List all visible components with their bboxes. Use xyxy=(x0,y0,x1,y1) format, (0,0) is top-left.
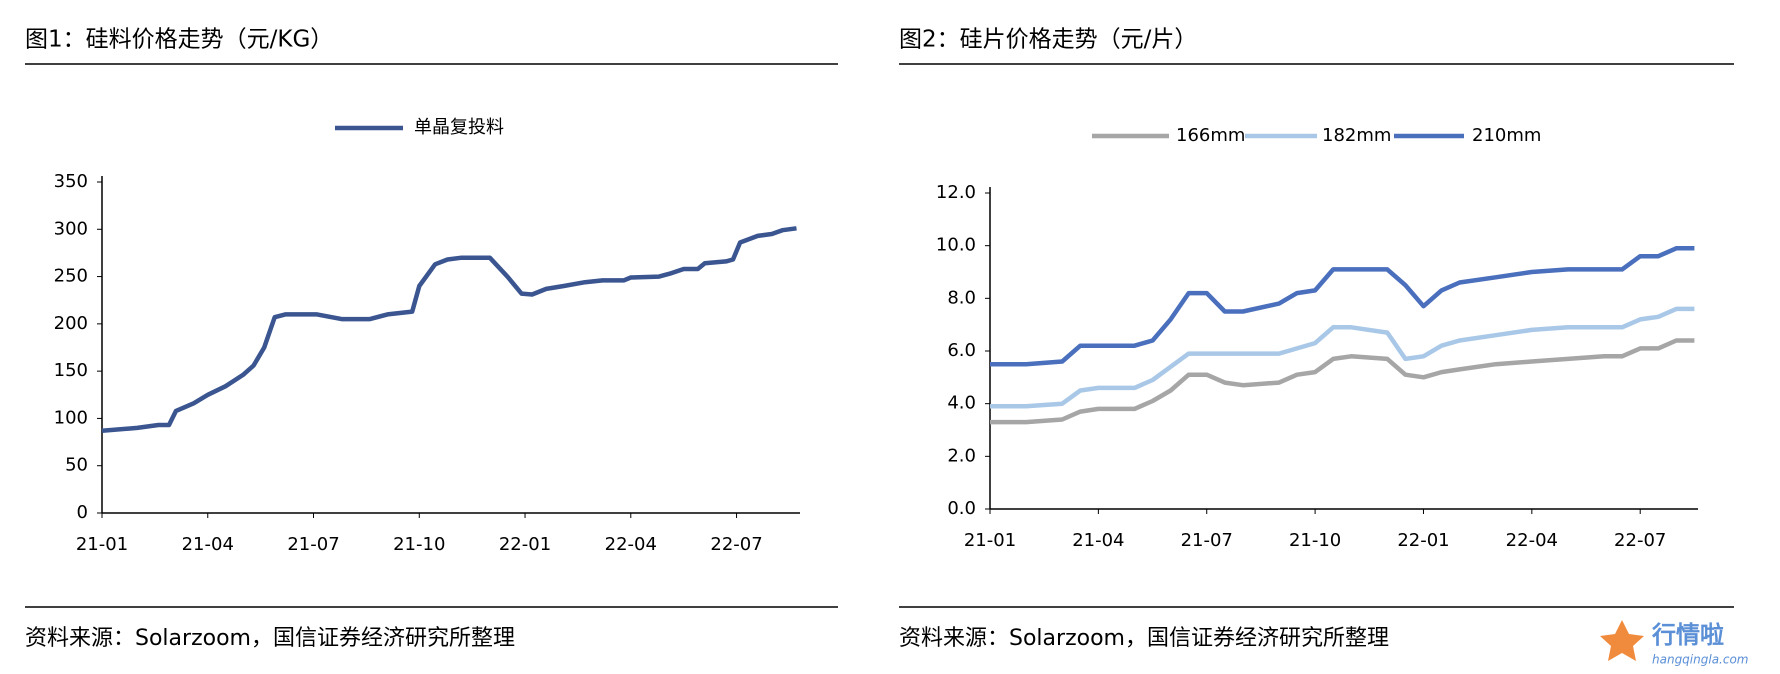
legend-label: 166mm xyxy=(1176,125,1245,146)
y-tick-label: 350 xyxy=(54,171,88,192)
watermark-logo xyxy=(1600,620,1644,661)
watermark-url: hangqingla.com xyxy=(1652,653,1749,667)
legend-label: 单晶复投料 xyxy=(414,117,504,138)
y-tick-label: 12.0 xyxy=(936,182,976,203)
x-tick-label: 21-10 xyxy=(393,534,445,555)
x-tick-label: 21-04 xyxy=(182,534,234,555)
y-tick-label: 150 xyxy=(54,360,88,381)
x-tick-label: 21-07 xyxy=(1181,530,1233,551)
y-tick-label: 8.0 xyxy=(947,287,976,308)
y-tick-label: 0 xyxy=(77,502,88,523)
x-tick-label: 22-07 xyxy=(710,534,762,555)
y-tick-label: 250 xyxy=(54,266,88,287)
x-tick-label: 22-04 xyxy=(605,534,657,555)
x-tick-label: 22-04 xyxy=(1506,530,1558,551)
x-tick-label: 21-07 xyxy=(287,534,339,555)
x-tick-label: 22-01 xyxy=(499,534,551,555)
y-tick-label: 100 xyxy=(54,407,88,428)
y-tick-label: 300 xyxy=(54,218,88,239)
y-tick-label: 10.0 xyxy=(936,235,976,256)
series-line xyxy=(101,226,797,433)
x-tick-label: 22-01 xyxy=(1397,530,1449,551)
y-tick-label: 6.0 xyxy=(947,340,976,361)
x-tick-label: 21-10 xyxy=(1289,530,1341,551)
x-tick-label: 21-04 xyxy=(1072,530,1124,551)
series-line xyxy=(990,338,1695,425)
source: 资料来源：Solarzoom，国信证券经济研究所整理 xyxy=(899,626,1389,651)
y-tick-label: 50 xyxy=(65,455,88,476)
x-tick-label: 21-01 xyxy=(76,534,128,555)
watermark-name: 行情啦 xyxy=(1651,621,1724,649)
y-tick-label: 0.0 xyxy=(947,498,976,519)
y-tick-label: 200 xyxy=(54,313,88,334)
series-line xyxy=(990,246,1695,367)
legend-label: 210mm xyxy=(1472,125,1541,146)
chart-title: 图2：硅片价格走势（元/片） xyxy=(899,27,1197,53)
x-tick-label: 22-07 xyxy=(1614,530,1666,551)
chart-title: 图1：硅料价格走势（元/KG） xyxy=(25,27,333,53)
x-tick-label: 21-01 xyxy=(964,530,1016,551)
y-tick-label: 4.0 xyxy=(947,393,976,414)
legend-label: 182mm xyxy=(1322,125,1391,146)
source: 资料来源：Solarzoom，国信证券经济研究所整理 xyxy=(25,626,515,651)
series-line xyxy=(990,306,1695,409)
y-tick-label: 2.0 xyxy=(947,445,976,466)
